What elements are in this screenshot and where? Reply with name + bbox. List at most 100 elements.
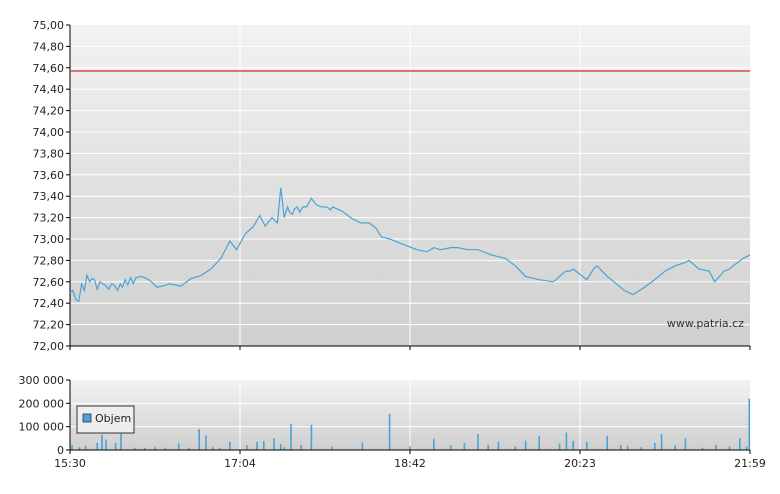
- price-x-ticks: [69, 346, 751, 350]
- volume-bar: [748, 398, 751, 450]
- volume-bar: [273, 438, 275, 450]
- volume-bar: [290, 423, 292, 450]
- price-grid: [70, 25, 750, 346]
- volume-bar: [558, 443, 561, 450]
- price-y-tick-label: 74,00: [33, 126, 65, 139]
- volume-bar: [728, 446, 731, 450]
- volume-bar: [283, 447, 285, 450]
- volume-grid: [70, 380, 750, 450]
- volume-y-tick-label: 0: [57, 444, 64, 457]
- x-tick-label: 21:59: [734, 457, 766, 470]
- volume-bar: [198, 429, 200, 450]
- volume-bar: [514, 446, 517, 450]
- volume-bar: [84, 445, 87, 450]
- volume-bar: [684, 438, 687, 450]
- price-line: [69, 187, 751, 302]
- volume-bar: [433, 438, 435, 450]
- price-y-tick-label: 74,20: [33, 105, 65, 118]
- volume-bar: [263, 441, 265, 450]
- volume-bar: [409, 446, 411, 450]
- volume-bar: [280, 444, 282, 450]
- price-y-tick-label: 73,40: [33, 190, 65, 203]
- watermark: www.patria.cz: [667, 317, 744, 330]
- volume-y-tick-label: 100 000: [19, 421, 65, 434]
- price-y-axis: 75,00 74,80 74,60 74,40 74,20 74,00 73,80 73,60…: [33, 19, 71, 353]
- volume-bar: [361, 442, 364, 450]
- volume-bar: [154, 447, 156, 450]
- volume-y-tick-label: 200 000: [19, 397, 65, 410]
- volume-bar: [654, 443, 656, 450]
- price-panel: 75,00 74,80 74,60 74,40 74,20 74,00 73,80 73,60…: [33, 19, 751, 353]
- price-y-tick-label: 72,40: [33, 297, 65, 310]
- volume-bar: [538, 436, 540, 450]
- price-y-tick-label: 74,80: [33, 40, 65, 53]
- volume-bar: [331, 446, 333, 450]
- volume-bar: [572, 440, 574, 450]
- volume-bar: [188, 447, 190, 450]
- volume-y-axis: 300 000 200 000 100 000 0: [19, 374, 71, 457]
- volume-bar: [524, 440, 527, 450]
- volume-bar: [300, 444, 302, 450]
- volume-bar: [101, 434, 103, 450]
- volume-bar: [640, 447, 642, 450]
- x-tick-label: 15:30: [54, 457, 86, 470]
- volume-bar: [144, 448, 146, 450]
- price-y-tick-label: 72,60: [33, 276, 65, 289]
- x-tick-label: 20:23: [564, 457, 596, 470]
- volume-y-tick-label: 300 000: [19, 374, 65, 387]
- price-y-tick-label: 73,20: [33, 212, 65, 225]
- volume-bar: [229, 441, 231, 450]
- volume-legend: Objem: [76, 405, 135, 434]
- volume-bar: [565, 432, 568, 450]
- volume-bar: [450, 445, 452, 450]
- volume-bar: [620, 444, 622, 450]
- volume-bar: [715, 444, 717, 450]
- volume-bar: [212, 447, 214, 450]
- price-y-tick-label: 72,20: [33, 319, 65, 332]
- volume-x-axis: 15:30 17:04 18:42 20:23 21:59: [54, 450, 766, 470]
- price-y-tick-label: 73,00: [33, 233, 65, 246]
- volume-bar: [120, 433, 122, 450]
- volume-bar: [178, 443, 180, 450]
- volume-bar: [606, 436, 608, 450]
- volume-bar: [701, 447, 704, 450]
- price-y-tick-label: 74,60: [33, 62, 65, 75]
- volume-bar: [78, 447, 81, 450]
- volume-bar: [463, 443, 466, 450]
- volume-bar: [246, 444, 248, 450]
- volume-bar: [114, 443, 117, 450]
- volume-bar: [497, 441, 500, 450]
- volume-bar: [310, 424, 313, 450]
- x-tick-label: 18:42: [394, 457, 426, 470]
- volume-bar: [256, 441, 258, 450]
- price-y-tick-label: 72,80: [33, 254, 65, 267]
- volume-bar: [164, 447, 166, 450]
- volume-bar: [96, 443, 98, 450]
- x-tick-label: 17:04: [224, 457, 256, 470]
- volume-bar: [586, 441, 588, 450]
- price-y-tick-label: 74,40: [33, 83, 65, 96]
- volume-bars: [71, 398, 751, 450]
- volume-bar: [205, 435, 207, 450]
- volume-bar: [105, 439, 107, 450]
- price-y-tick-label: 73,60: [33, 169, 65, 182]
- volume-panel: 300 000 200 000 100 000 0 15:30 17:04 18:42 20…: [19, 374, 766, 470]
- volume-bar: [626, 445, 629, 450]
- price-y-tick-label: 75,00: [33, 19, 65, 32]
- volume-bar: [388, 413, 391, 450]
- legend-label: Objem: [95, 412, 131, 425]
- volume-bar: [487, 444, 489, 450]
- volume-bar: [218, 448, 221, 450]
- volume-bar: [745, 446, 748, 450]
- volume-bar: [477, 434, 479, 450]
- price-y-tick-label: 72,00: [33, 340, 65, 353]
- price-y-tick-label: 73,80: [33, 147, 65, 160]
- volume-bar: [660, 434, 663, 450]
- legend-swatch: [82, 413, 92, 423]
- volume-bar: [739, 438, 741, 450]
- volume-bar: [133, 447, 136, 450]
- volume-bar: [71, 444, 73, 450]
- volume-bar: [674, 445, 676, 450]
